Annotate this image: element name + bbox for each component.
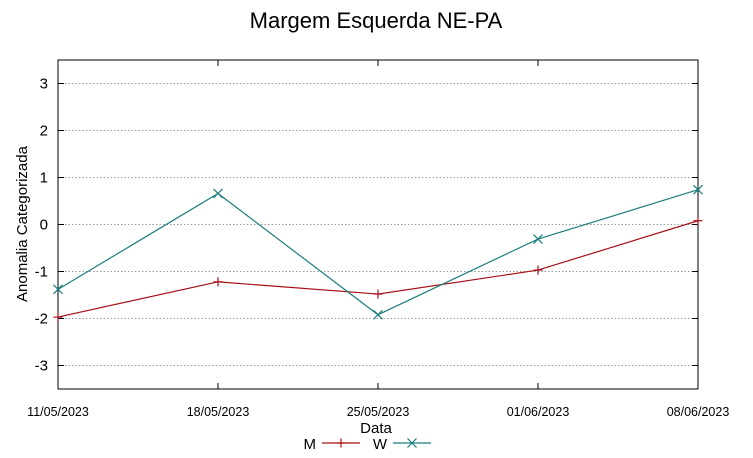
x-tick-label: 18/05/2023 [187,405,250,419]
y-tick-label: 3 [40,76,48,93]
series-group [53,184,703,322]
y-tick-label: 0 [40,217,48,234]
legend-marker-M [336,438,346,448]
data-point-M [213,277,223,287]
data-point-M [373,289,383,299]
data-point-W [53,284,63,295]
x-axis-label: Data [360,420,392,437]
chart-title: Margem Esquerda NE-PA [250,8,503,33]
x-axis: 11/05/2023 18/05/2023 25/05/2023 01/06/2023… [27,60,729,419]
x-tick-label: 08/06/2023 [667,405,730,419]
data-point-W [533,234,543,244]
y-tick-label: 1 [40,170,48,187]
legend-marker-W [407,438,417,448]
y-axis: -3 -2 -1 0 1 2 3 [35,76,698,375]
x-tick-label: 01/06/2023 [507,405,570,419]
data-point-M [693,216,703,226]
y-tick-label: -2 [35,311,48,328]
data-point-W [693,184,703,195]
y-tick-label: 2 [40,123,48,140]
data-point-W [373,309,383,320]
grid-lines [58,83,698,366]
data-point-M [533,265,543,275]
x-tick-label: 11/05/2023 [27,405,89,419]
x-tick-label: 25/05/2023 [347,405,410,419]
series-line-M [57,220,699,318]
data-point-W [213,188,223,199]
legend-label-M: M [304,436,317,453]
legend-label-W: W [373,436,388,453]
y-tick-label: -1 [35,264,48,281]
y-axis-label: Anomalia Categorizada [14,145,31,302]
data-point-M [53,312,63,322]
y-tick-label: -3 [35,358,48,375]
